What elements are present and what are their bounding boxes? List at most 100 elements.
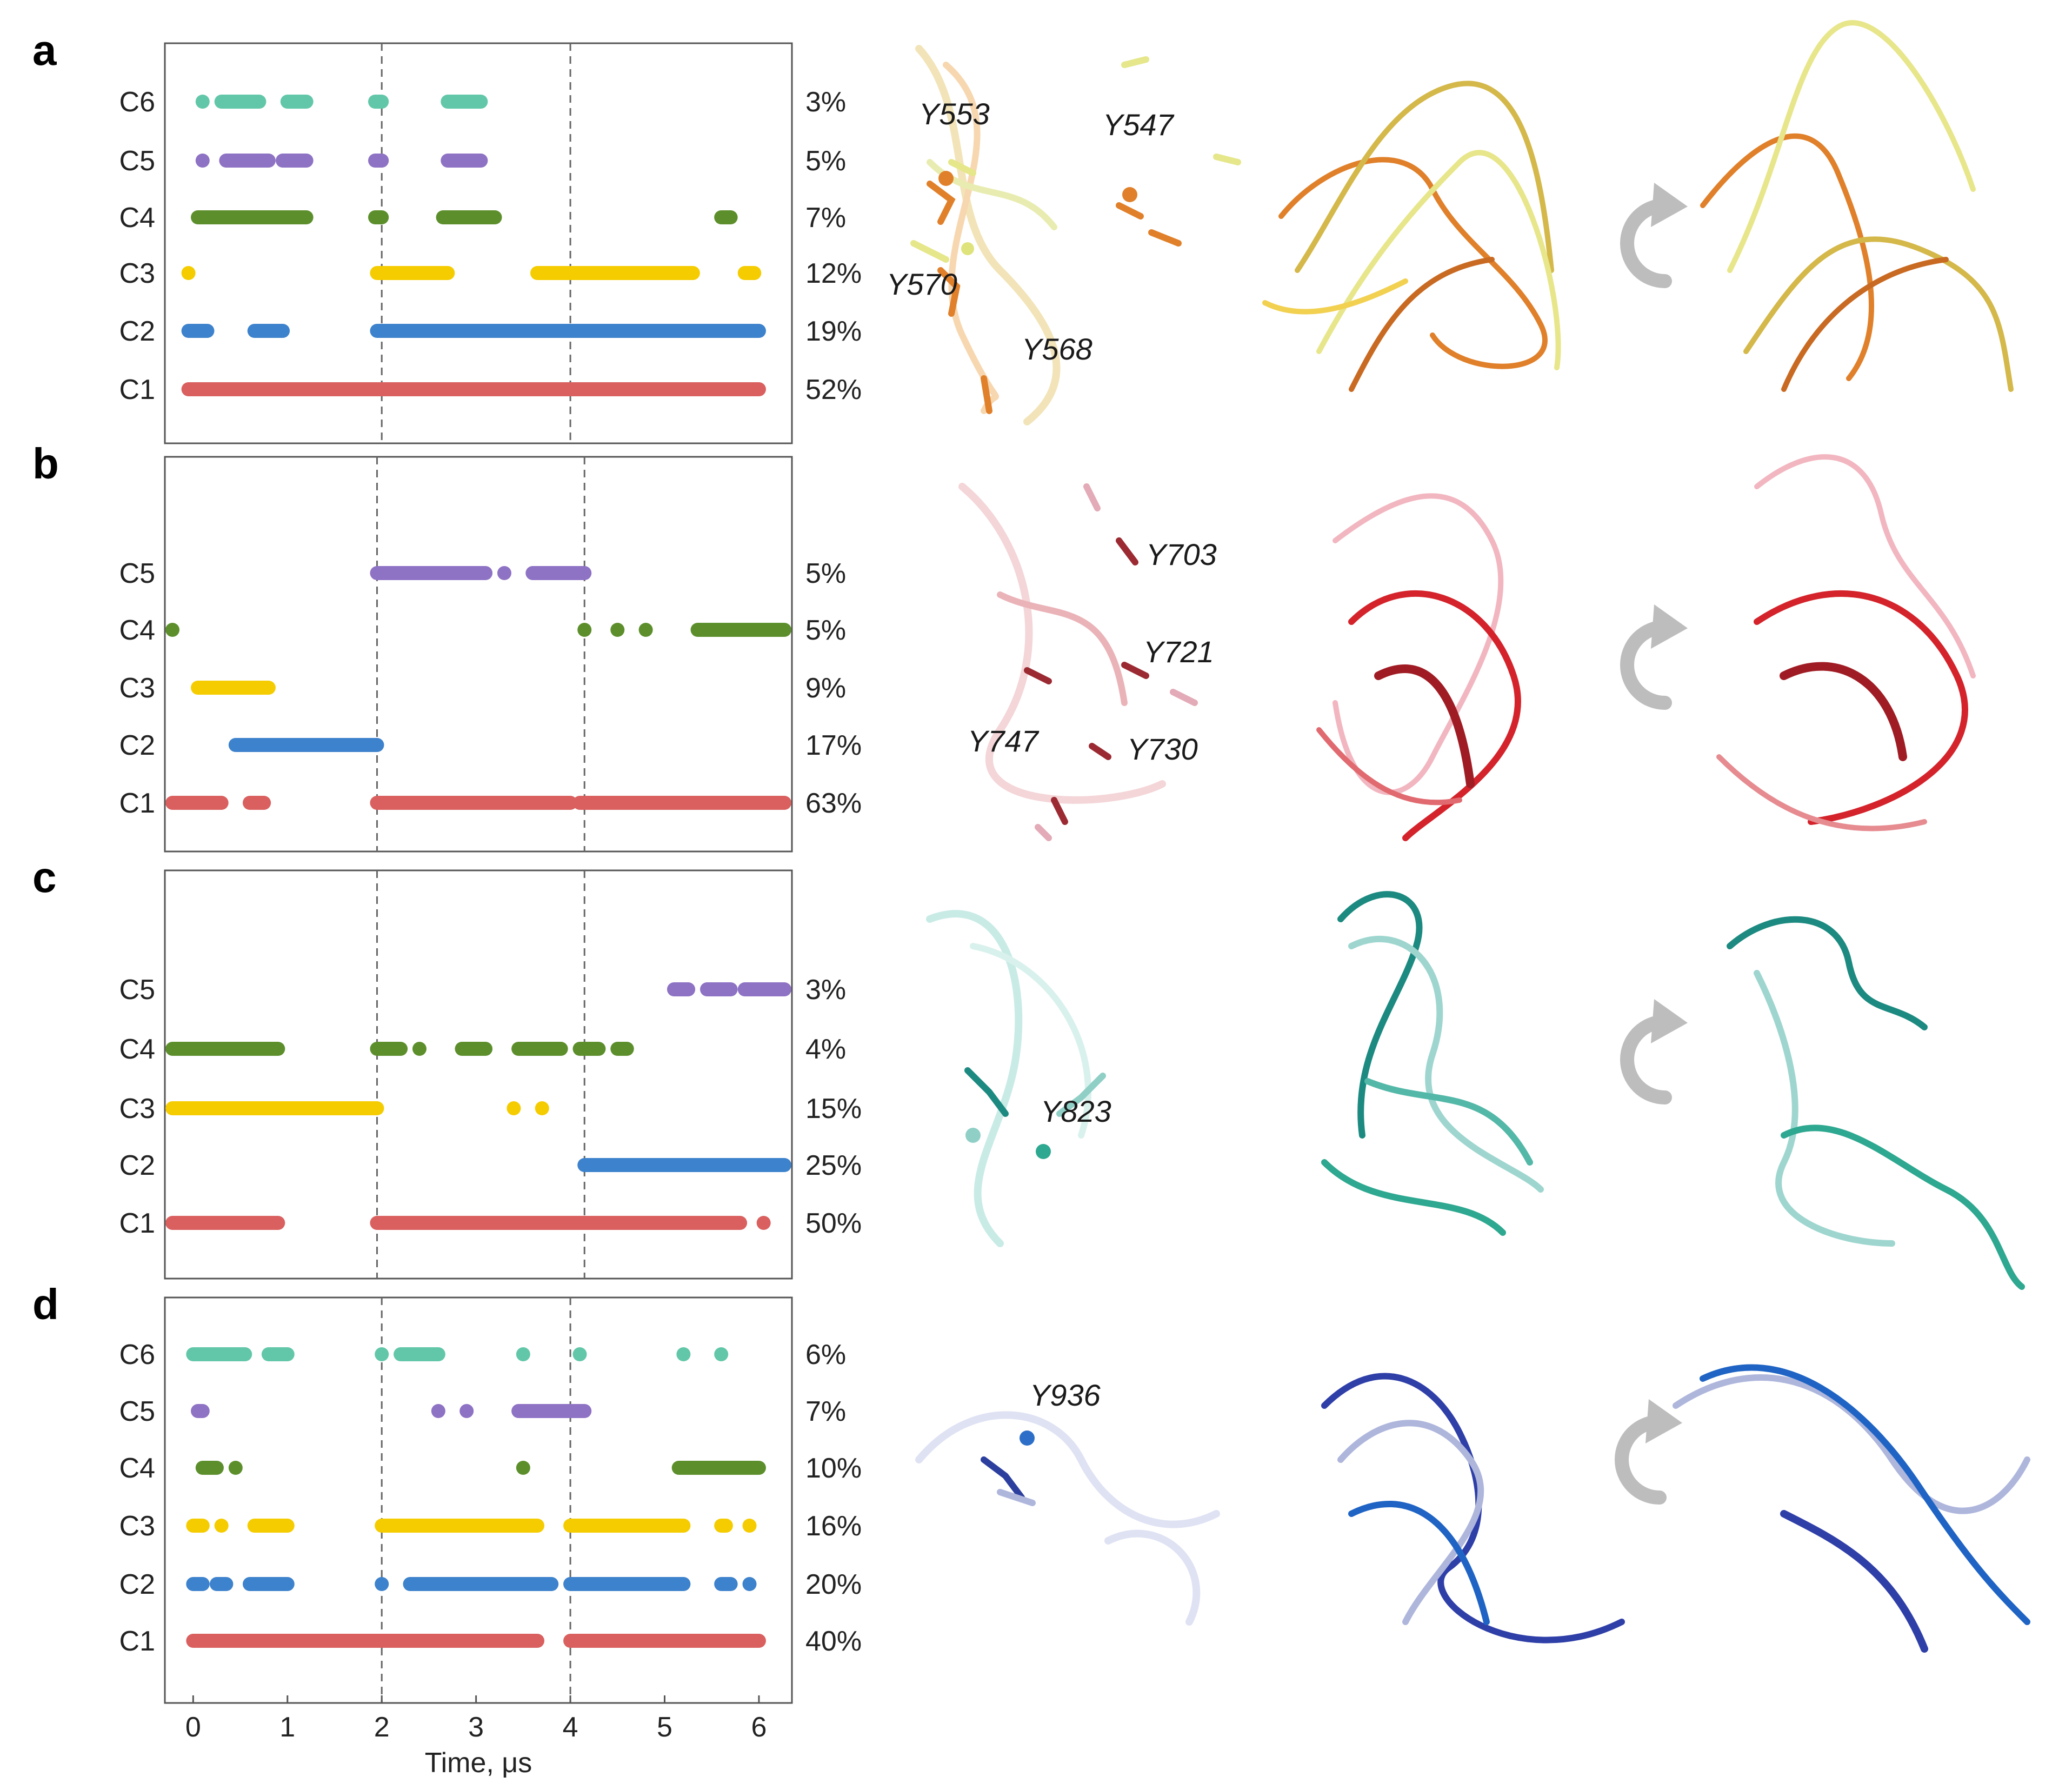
x-tick-label: 1 (279, 1712, 295, 1743)
cluster-label-c2: C2 (119, 1569, 155, 1600)
cluster-label-c4: C4 (119, 615, 155, 646)
cluster-label-c5: C5 (119, 558, 155, 589)
panel-b-ensemble-front (1316, 493, 1521, 841)
cluster-event-c6 (195, 95, 210, 109)
panel-b-plot: b C5 5% C4 5% C3 9% C2 17% C1 63% (32, 440, 862, 853)
cluster-timeline-plots: a C6 3% C5 5% C4 7% C3 12% C2 19% C1 52% b C5 5% C4 5% C3 9… (32, 26, 862, 1704)
cluster-event-c5 (459, 1404, 474, 1418)
cluster-percent-c3: 16% (805, 1510, 862, 1542)
cluster-label-c4: C4 (119, 1034, 155, 1065)
cluster-event-c5 (497, 566, 511, 580)
cluster-label-c3: C3 (119, 258, 155, 289)
panel-label-c: c (32, 853, 57, 901)
cluster-percent-c3: 12% (805, 258, 862, 289)
residue-label-y703: Y703 (1146, 537, 1217, 571)
panel-b-ensemble-rotated (1716, 454, 1976, 831)
cluster-event-c6 (572, 1347, 587, 1361)
panel-a-ensemble-rotated (1700, 20, 2014, 392)
rotate-arrow-icon (1627, 183, 1688, 281)
cluster-percent-c2: 25% (805, 1150, 862, 1181)
cluster-percent-c1: 40% (805, 1626, 862, 1657)
rotate-arrow-icon-c (1627, 999, 1688, 1097)
panel-d-plot: d C6 6% C5 7% C4 10% C3 16% C2 20% C1 40% (32, 1280, 862, 1704)
cluster-percent-c2: 19% (805, 316, 862, 347)
panel-label-d: d (32, 1280, 59, 1328)
structure-images (910, 20, 2030, 1653)
residue-label-y568: Y568 (1022, 332, 1092, 366)
panel-b-overlay-tyrosines (958, 483, 1198, 841)
cluster-event-c5 (431, 1404, 445, 1418)
time-axis: 0 1 2 3 4 5 6 Time, μs (185, 1695, 767, 1779)
cluster-label-c5: C5 (119, 974, 155, 1006)
cluster-percent-c5: 3% (805, 974, 846, 1006)
residue-label-y721: Y721 (1143, 635, 1214, 669)
residue-labels: Y553 Y547 Y570 Y568 Y703 Y721 Y747 Y730 … (887, 97, 1217, 1412)
cluster-label-c3: C3 (119, 1510, 155, 1542)
cluster-event-c3 (214, 1519, 229, 1533)
cluster-percent-c1: 63% (805, 788, 862, 819)
cluster-label-c6: C6 (119, 86, 155, 118)
panel-d-ensemble-rotated (1673, 1364, 2030, 1653)
cluster-label-c2: C2 (119, 316, 155, 347)
x-tick-label: 5 (657, 1712, 672, 1743)
cluster-event-c4 (516, 1461, 530, 1475)
cluster-percent-c6: 3% (805, 86, 846, 118)
cluster-event-c2 (742, 1577, 757, 1591)
panel-c-overlay-tyrosine (926, 910, 1106, 1247)
cluster-label-c1: C1 (119, 788, 155, 819)
cluster-event-c6 (375, 1347, 389, 1361)
panel-d-overlay-tyrosine (915, 1411, 1220, 1626)
cluster-event-c1 (756, 1216, 771, 1230)
cluster-percent-c5: 7% (805, 1396, 846, 1427)
x-tick-label: 4 (563, 1712, 578, 1743)
x-tick-label: 6 (751, 1712, 767, 1743)
cluster-event-c4 (412, 1042, 427, 1056)
cluster-event-c6 (676, 1347, 691, 1361)
cluster-percent-c3: 9% (805, 673, 846, 704)
panel-d-ensemble-front (1321, 1373, 1625, 1643)
cluster-percent-c4: 4% (805, 1034, 846, 1065)
rotate-arrow-icon-b (1627, 604, 1688, 703)
cluster-event-c3 (742, 1519, 757, 1533)
cluster-percent-c1: 52% (805, 374, 862, 405)
cluster-event-c2 (375, 1577, 389, 1591)
cluster-event-c4 (165, 623, 179, 637)
cluster-event-c6 (714, 1347, 729, 1361)
x-tick-label: 0 (185, 1712, 201, 1743)
cluster-percent-c4: 10% (805, 1453, 862, 1484)
cluster-label-c4: C4 (119, 202, 155, 234)
cluster-percent-c4: 7% (805, 202, 846, 234)
cluster-event-c4 (610, 623, 625, 637)
cluster-percent-c5: 5% (805, 558, 846, 589)
panel-c-ensemble-front (1321, 891, 1544, 1236)
cluster-label-c3: C3 (119, 673, 155, 704)
cluster-label-c5: C5 (119, 1396, 155, 1427)
cluster-label-c3: C3 (119, 1093, 155, 1124)
residue-label-y936: Y936 (1030, 1378, 1101, 1412)
cluster-percent-c6: 6% (805, 1339, 846, 1370)
cluster-percent-c3: 15% (805, 1093, 862, 1124)
panel-d-structures (915, 1364, 2030, 1653)
residue-label-y553: Y553 (919, 97, 990, 131)
cluster-event-c3 (181, 266, 196, 280)
cluster-label-c2: C2 (119, 730, 155, 761)
cluster-percent-c5: 5% (805, 145, 846, 177)
cluster-event-c5 (195, 154, 210, 168)
cluster-label-c6: C6 (119, 1339, 155, 1370)
x-tick-label: 2 (374, 1712, 390, 1743)
panel-c-ensemble-rotated (1727, 916, 2025, 1290)
cluster-label-c1: C1 (119, 1626, 155, 1657)
cluster-percent-c1: 50% (805, 1208, 862, 1239)
cluster-event-c6 (516, 1347, 530, 1361)
residue-label-y570: Y570 (887, 267, 957, 301)
panel-a-structures (910, 20, 2014, 425)
panel-a-overlay-tyrosines (910, 45, 1241, 425)
panel-b-structures (958, 454, 1976, 841)
panel-c-plot: c C5 3% C4 4% C3 15% C2 25% C1 50% (32, 853, 862, 1280)
panel-label-a: a (32, 26, 57, 74)
cluster-label-c4: C4 (119, 1453, 155, 1484)
panel-a-plot: a C6 3% C5 5% C4 7% C3 12% C2 19% C1 52% (32, 26, 862, 444)
residue-label-y547: Y547 (1103, 108, 1175, 142)
cluster-label-c1: C1 (119, 1208, 155, 1239)
